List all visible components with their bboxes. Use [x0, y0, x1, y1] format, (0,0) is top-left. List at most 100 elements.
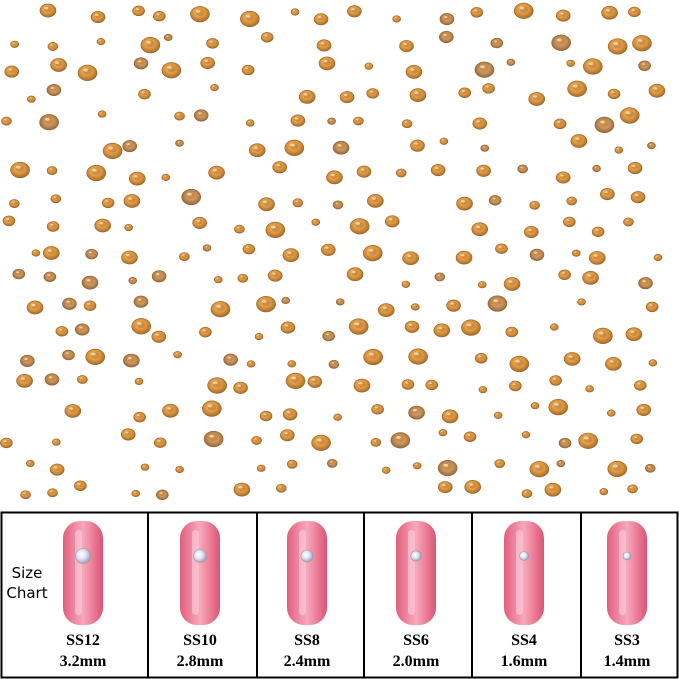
rhinestone	[437, 459, 458, 477]
rhinestone	[267, 269, 283, 282]
rhinestone-shine	[405, 381, 409, 384]
rhinestone-shine	[331, 362, 335, 364]
rhinestone-shine	[637, 382, 641, 385]
rhinestone-shine	[382, 306, 387, 309]
rhinestone	[521, 489, 533, 499]
rhinestone	[46, 166, 58, 175]
rhinestone	[133, 411, 146, 423]
rhinestone-shine	[272, 272, 276, 275]
rhinestone-shine	[613, 42, 619, 45]
rhinestone-shine	[44, 6, 49, 10]
rhinestone	[282, 248, 300, 262]
chart-frame	[0, 511, 679, 679]
rhinestone	[85, 348, 106, 365]
rhinestone-shine	[338, 300, 341, 302]
rhinestone	[463, 431, 477, 442]
rhinestone	[513, 2, 534, 19]
rhinestone-shine	[467, 434, 471, 436]
rhinestone	[339, 91, 355, 104]
rhinestone	[402, 251, 419, 266]
rhinestone-shine	[31, 303, 36, 307]
rhinestone-shine	[532, 202, 535, 205]
rhinestone	[223, 353, 238, 366]
rhinestone-shine	[146, 40, 151, 44]
rhinestone	[647, 142, 656, 150]
rhinestone	[90, 11, 106, 24]
rhinestone	[213, 276, 223, 284]
rhinestone-shine	[177, 467, 180, 469]
rhinestone	[316, 39, 332, 52]
rhinestone-shine	[605, 9, 610, 12]
rhinestone-shine	[598, 331, 604, 335]
rhinestone-shine	[204, 59, 209, 62]
rhinestone	[439, 30, 454, 44]
rhinestone-shine	[16, 271, 20, 274]
rhinestone	[307, 375, 323, 388]
rhinestone-shine	[469, 483, 474, 486]
rhinestone-shine	[588, 62, 594, 66]
rhinestone	[529, 248, 545, 261]
rhinestone	[464, 480, 482, 494]
nail	[287, 521, 327, 625]
rhinestone-shine	[313, 220, 316, 222]
rhinestone	[630, 191, 646, 204]
rhinestone	[97, 110, 107, 118]
rhinestone	[94, 218, 111, 233]
rhinestone-shine	[47, 274, 51, 276]
rhinestone	[509, 355, 530, 373]
rhinestone	[619, 107, 640, 124]
rhinestone-shine	[373, 440, 377, 442]
rhinestone	[434, 272, 446, 282]
rhinestone-shine	[579, 300, 582, 302]
rhinestone-shine	[613, 464, 618, 468]
rhinestone-shine	[330, 173, 335, 177]
rhinestone-shine	[303, 93, 308, 96]
rhinestone-shine	[480, 167, 484, 170]
rhinestone-shine	[493, 299, 498, 303]
rhinestone	[458, 87, 472, 98]
rhinestone-shine	[245, 67, 249, 70]
rhinestone	[242, 243, 256, 255]
rhinestone	[174, 111, 185, 121]
rhinestone	[25, 459, 35, 468]
rhinestone-shine	[528, 228, 532, 231]
size-mm: 1.6mm	[501, 653, 548, 670]
rhinestone	[62, 297, 77, 310]
rhinestone-shine	[587, 387, 590, 389]
rhinestone	[281, 296, 291, 305]
rhinestone	[566, 59, 575, 67]
rhinestone	[272, 161, 287, 174]
rhinestone	[474, 61, 495, 78]
rhinestone-shine	[515, 359, 520, 363]
rhinestone	[409, 88, 427, 102]
rhinestone-shine	[524, 491, 528, 493]
rhinestone	[591, 226, 605, 238]
rhinestone-shine	[23, 492, 26, 494]
rhinestone-shine	[55, 61, 60, 64]
nail-gem	[75, 548, 91, 564]
nail	[63, 521, 103, 625]
rhinestone-shine	[177, 113, 180, 116]
rhinestone-shine	[568, 61, 571, 63]
rhinestone-shine	[337, 144, 342, 147]
rhinestone	[577, 298, 586, 306]
rhinestone	[332, 140, 350, 155]
rhinestone	[529, 200, 540, 210]
rhinestone	[43, 246, 60, 260]
rhinestone	[607, 38, 628, 55]
rhinestone	[55, 326, 69, 337]
nail-highlight	[408, 530, 415, 615]
rhinestone-shine	[257, 334, 260, 336]
rhinestone	[470, 7, 484, 18]
rhinestone	[410, 303, 420, 311]
rhinestone-shine	[408, 323, 413, 326]
rhinestone-shine	[634, 436, 638, 439]
rhinestone	[488, 195, 502, 206]
size-name: SS4	[511, 632, 537, 649]
rhinestone-shine	[323, 59, 328, 63]
rhinestone-shine	[443, 463, 449, 467]
rhinestone	[605, 356, 622, 371]
nail-highlight	[75, 530, 82, 615]
rhinestone-shine	[414, 91, 419, 94]
nail	[504, 521, 544, 625]
